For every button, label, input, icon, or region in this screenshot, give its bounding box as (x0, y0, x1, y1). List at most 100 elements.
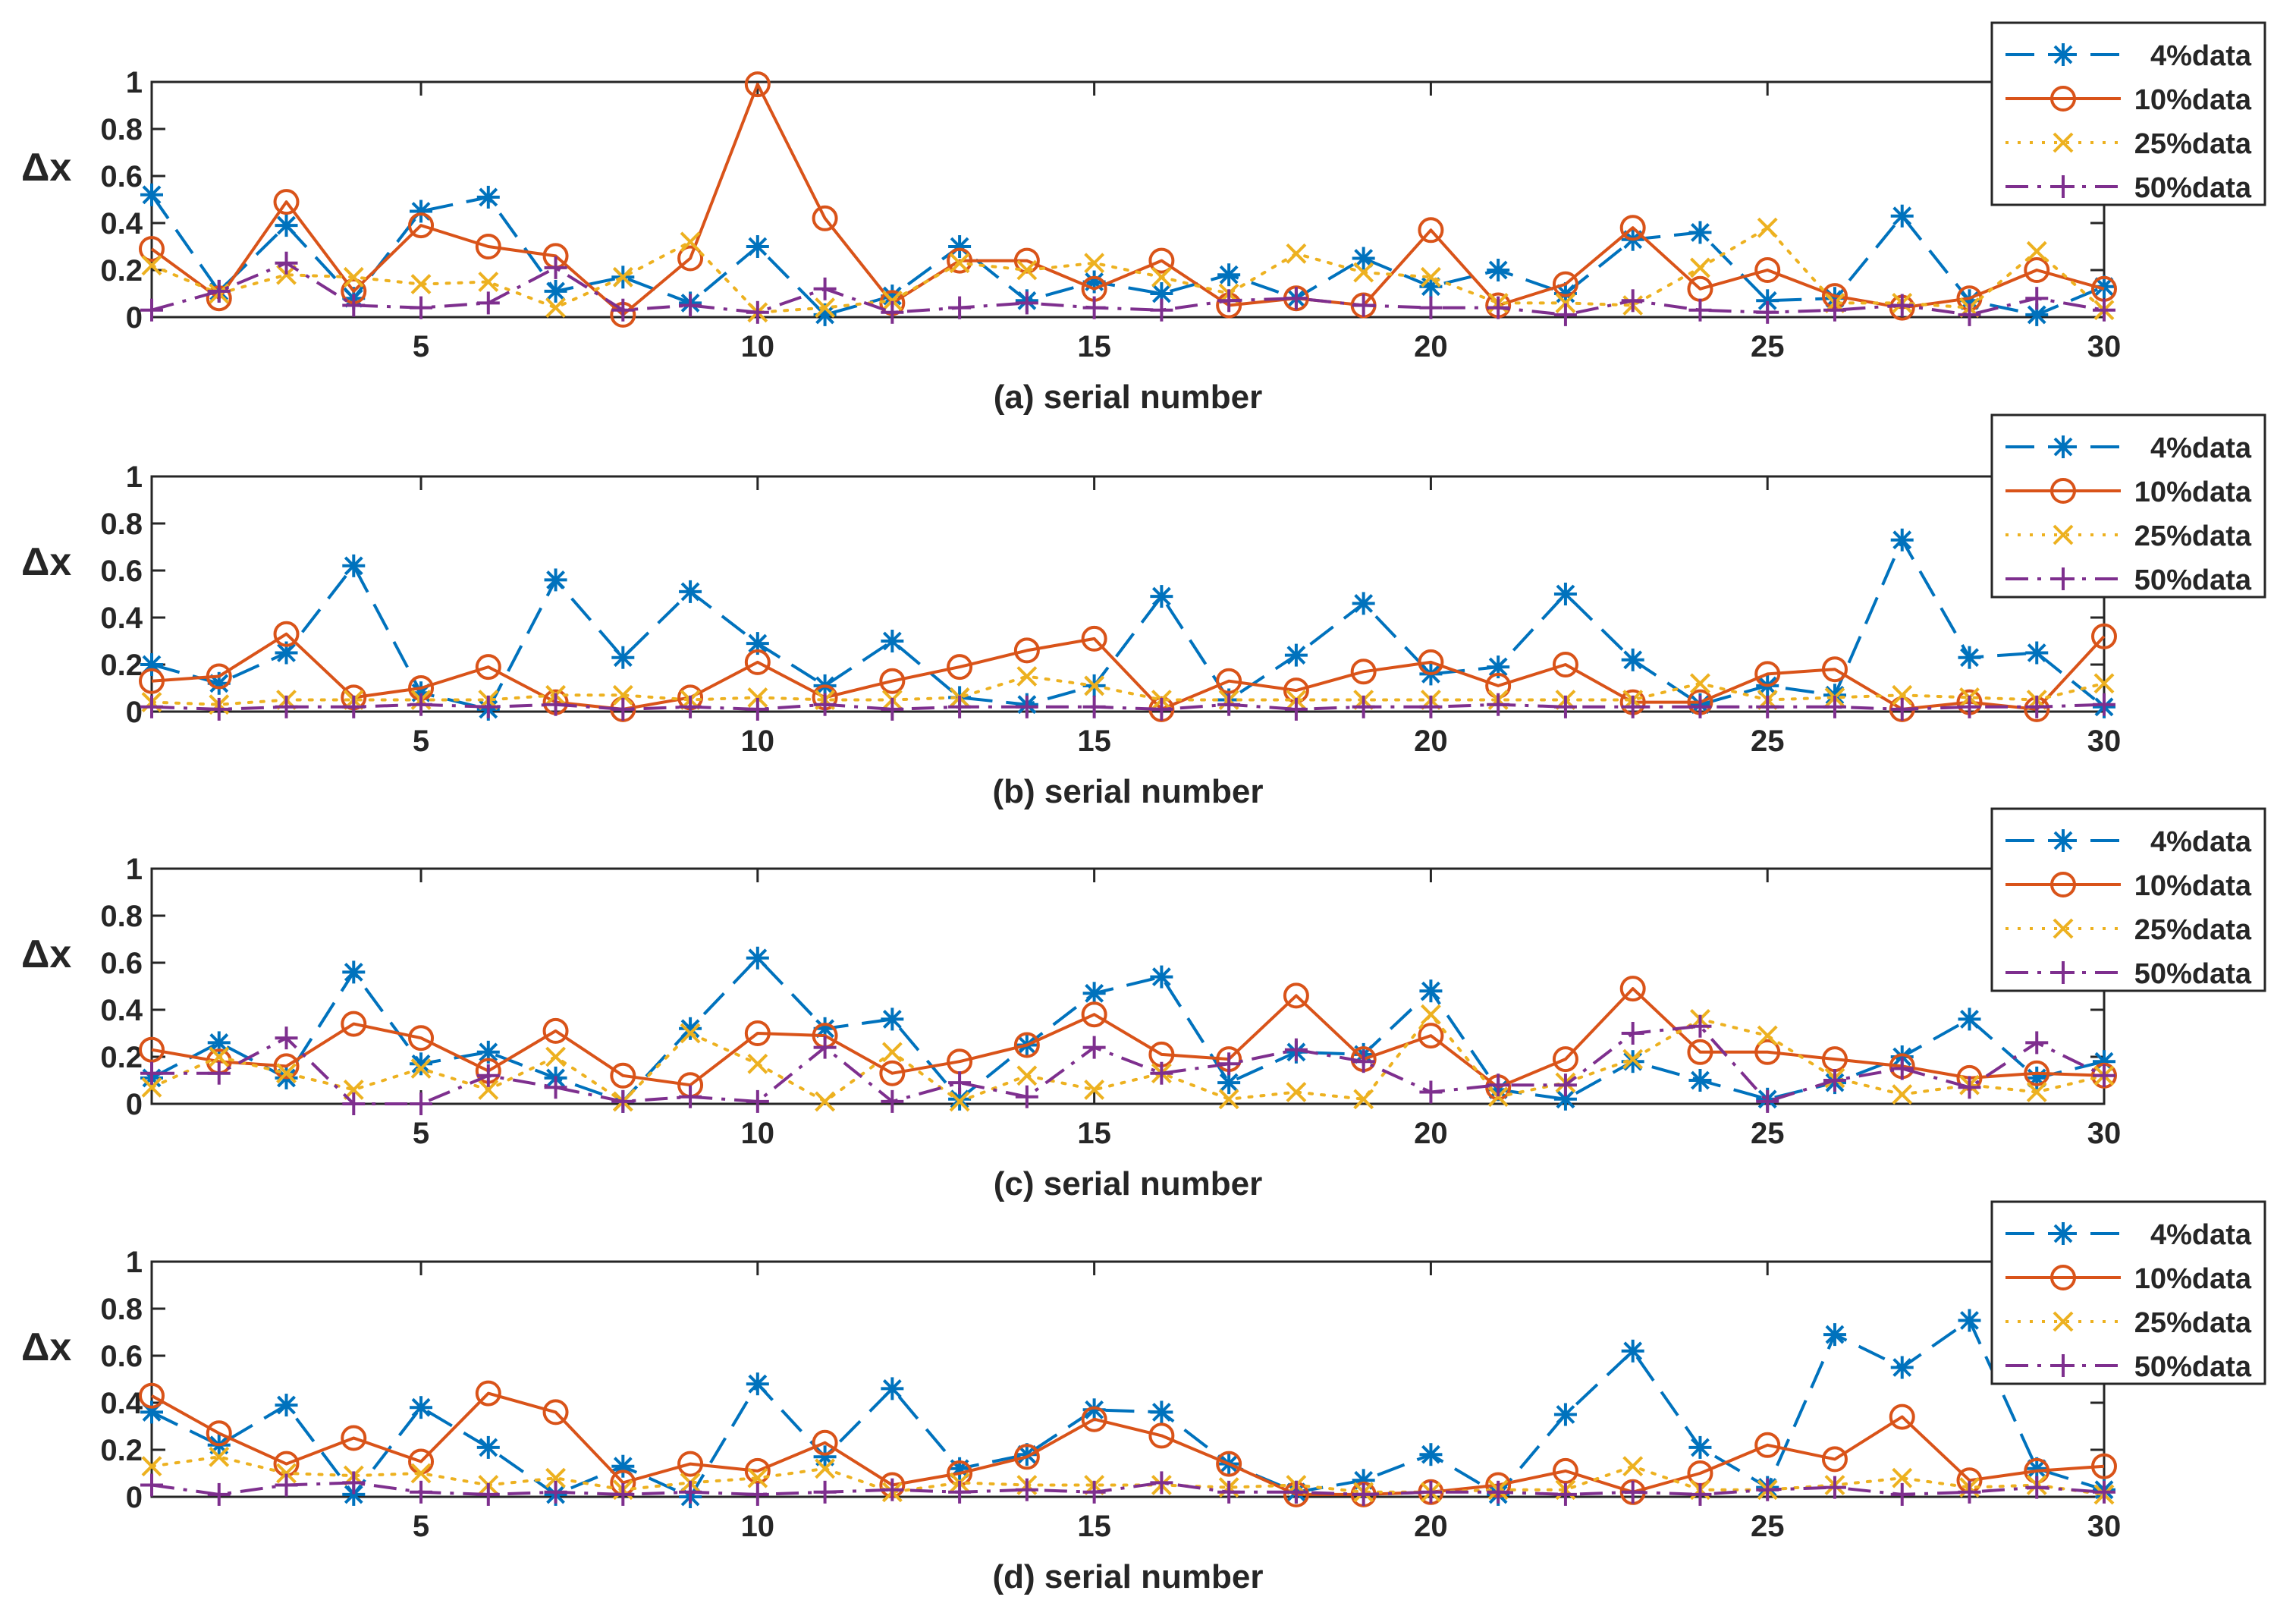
data-point (1621, 1339, 1644, 1363)
data-point (544, 1480, 567, 1504)
x-tick-label: 10 (741, 330, 775, 363)
data-point (1150, 965, 1173, 989)
data-point (1081, 1001, 1107, 1028)
data-point (1419, 979, 1443, 1003)
data-point (679, 695, 702, 718)
data-point (140, 183, 163, 206)
data-point (2093, 673, 2115, 694)
data-point (1283, 982, 1309, 1009)
series-s25-c (141, 1004, 2115, 1112)
series-s25-a (141, 217, 2115, 323)
data-point (1621, 648, 1644, 671)
data-point (1552, 271, 1578, 297)
data-point (747, 1053, 768, 1074)
data-point (410, 296, 433, 319)
data-point (746, 946, 769, 970)
data-point (1419, 296, 1443, 319)
data-point (410, 1396, 433, 1419)
data-point (1688, 1069, 1712, 1092)
data-point (342, 960, 366, 984)
data-point (1419, 1080, 1443, 1104)
legend-item-s4: 4%data (2005, 40, 2252, 72)
data-point (1552, 1046, 1578, 1073)
data-point (1081, 1406, 1107, 1432)
data-point (1958, 646, 1981, 669)
data-point (1958, 1076, 1981, 1099)
legend-a: 4%data 10%data 25%data 50%data (1990, 21, 2266, 206)
series-line (151, 1319, 2105, 1498)
data-point (1418, 649, 1444, 675)
data-point (478, 1079, 499, 1100)
legend-item-s25: 25%data (2005, 1307, 2252, 1339)
data-point (1688, 1482, 1712, 1506)
data-point (1084, 675, 1105, 696)
legend-marker (2052, 43, 2075, 66)
data-point (1487, 1480, 1510, 1504)
y-tick-label: 0.4 (100, 602, 143, 635)
y-tick-label: 0 (126, 1481, 143, 1514)
data-point (2093, 298, 2115, 322)
data-point (1487, 693, 1510, 716)
y-tick-label: 0.8 (100, 508, 143, 541)
data-point (275, 1026, 298, 1050)
y-tick-label: 1 (126, 853, 143, 886)
data-point (1216, 1451, 1242, 1477)
data-point (1150, 697, 1173, 721)
data-point (1284, 1038, 1308, 1061)
data-point (2024, 257, 2050, 283)
data-point (476, 1435, 500, 1459)
series-line (150, 674, 2106, 706)
x-tick-label: 5 (413, 725, 429, 758)
data-point (881, 1377, 904, 1400)
data-point (1016, 1065, 1038, 1086)
data-point (1216, 668, 1242, 694)
data-point (812, 205, 838, 231)
data-point (2025, 287, 2049, 310)
legend-box (1990, 413, 2266, 599)
legend-label: 50%data (2134, 958, 2252, 990)
legend-label: 25%data (2134, 128, 2252, 160)
data-point (275, 1473, 298, 1497)
data-point (1890, 1356, 1914, 1379)
data-point (813, 693, 837, 716)
data-point (813, 277, 837, 300)
data-point (1419, 1480, 1443, 1504)
legend-marker (2053, 132, 2074, 153)
y-tick-label: 0.2 (100, 1041, 143, 1074)
y-tick-label: 0.6 (100, 160, 143, 193)
data-point (813, 1036, 837, 1059)
data-point (1013, 637, 1040, 664)
x-axis-label: (c) serial number (994, 1165, 1263, 1202)
legend-marker (2053, 918, 2074, 939)
data-point (410, 1058, 432, 1079)
plot-area-b (150, 475, 2106, 713)
data-point (542, 1017, 569, 1044)
data-point (1217, 263, 1241, 287)
data-point (1688, 1435, 1712, 1459)
data-point (2091, 623, 2117, 649)
data-point (1688, 298, 1712, 322)
data-point (1150, 585, 1173, 608)
data-point (611, 1482, 635, 1506)
x-axis-label: (a) serial number (994, 379, 1263, 416)
legend-label: 25%data (2134, 520, 2252, 552)
data-point (815, 1458, 836, 1479)
data-point (273, 621, 300, 647)
data-point (207, 1482, 231, 1506)
data-point (1150, 298, 1173, 322)
data-point (1217, 1480, 1241, 1504)
data-point (1420, 266, 1441, 288)
data-point (947, 654, 973, 681)
data-point (1553, 695, 1577, 718)
plot-area-d (150, 1260, 2106, 1498)
data-point (1754, 257, 1781, 283)
data-point (475, 234, 501, 259)
data-point (2093, 1480, 2115, 1504)
y-axis-label: Δx (21, 1325, 71, 1369)
y-tick-label: 0.4 (100, 994, 143, 1027)
legend-item-s4: 4%data (2005, 432, 2252, 464)
data-point (209, 1446, 230, 1467)
legend-b: 4%data 10%data 25%data 50%data (1990, 413, 2266, 599)
series-s50-a (140, 251, 2115, 326)
data-point (948, 695, 972, 718)
